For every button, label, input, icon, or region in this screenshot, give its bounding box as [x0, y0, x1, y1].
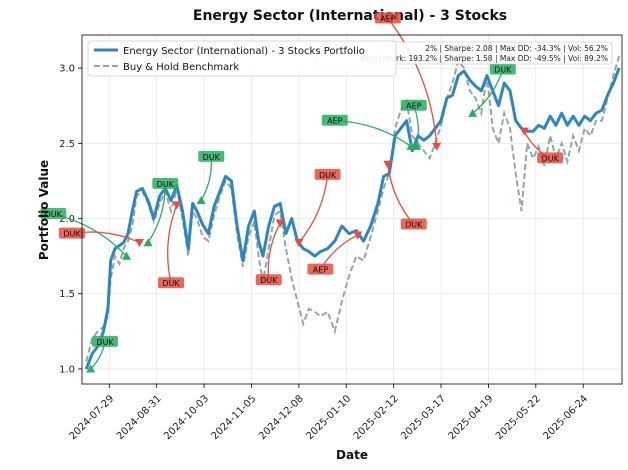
x-axis-label: Date — [336, 448, 368, 462]
trade-label: AEP — [380, 14, 396, 23]
trade-arrow — [167, 204, 178, 284]
trade-label-box — [314, 168, 341, 180]
y-tick-label: 3.0 — [59, 64, 75, 75]
trade-label: AEP — [327, 117, 343, 126]
y-tick-label: 2.0 — [59, 214, 75, 225]
sell-marker — [172, 201, 182, 210]
trade-label-box — [91, 335, 118, 347]
trade-label: DUK — [157, 180, 175, 189]
trade-label-box — [58, 227, 85, 239]
trade-label: DUK — [203, 153, 221, 162]
legend: Energy Sector (International) - 3 Stocks… — [87, 40, 397, 77]
stats-benchmark: Benchmark: 193.2% | Sharpe: 1.58 | Max D… — [361, 54, 608, 63]
buy-marker — [412, 141, 422, 150]
trade-label: AEP — [406, 102, 422, 111]
x-tick-label: 2025-06-24 — [541, 393, 590, 442]
trade-label: DUK — [405, 221, 423, 230]
trade-label: DUK — [96, 338, 114, 347]
x-axis: 2024-07-292024-08-312024-10-032024-11-05… — [67, 384, 590, 442]
buy-marker — [406, 141, 416, 150]
y-axis-label: Portfolio Value — [37, 160, 51, 260]
trade-label: DUK — [494, 66, 512, 75]
legend-benchmark-label: Buy & Hold Benchmark — [123, 62, 239, 73]
benchmark-line — [85, 55, 621, 362]
x-tick-label: 2024-08-31 — [115, 393, 164, 442]
trade-label-box — [255, 274, 282, 286]
trade-label-box — [537, 152, 564, 164]
trade-arrow — [298, 174, 329, 244]
trade-label-box — [152, 177, 179, 189]
trade-label-box — [158, 277, 185, 289]
x-tick-label: 2024-10-03 — [162, 393, 211, 442]
sell-marker — [519, 127, 529, 136]
x-tick-label: 2024-07-29 — [67, 393, 116, 442]
stats-portfolio: 2% | Sharpe: 2.08 | Max DD: -34.3% | Vol… — [425, 44, 608, 53]
trade-arrow — [147, 183, 166, 243]
trade-labels: DUK DUK DUK DUK DUK DUK DUK DUK AEP DUK AEP AEP AEP D… — [40, 12, 564, 347]
y-tick-label: 1.5 — [59, 289, 75, 300]
trade-arrow — [387, 164, 415, 225]
trade-label-box — [307, 263, 334, 275]
sell-marker — [353, 231, 363, 240]
trade-label: DUK — [63, 230, 81, 239]
series-lines — [84, 55, 621, 370]
trade-arrow — [267, 222, 281, 281]
trade-label: DUK — [45, 210, 63, 219]
sell-marker — [294, 238, 304, 248]
x-tick-label: 2025-05-22 — [494, 393, 543, 442]
trade-label-box — [374, 12, 401, 24]
trade-label-box — [198, 150, 225, 162]
trade-arrow — [387, 18, 438, 147]
legend-portfolio-label: Energy Sector (International) - 3 Stocks… — [123, 46, 365, 57]
chart-title: Energy Sector (International) - 3 Stocks — [193, 8, 507, 24]
y-tick-label: 2.5 — [59, 139, 75, 150]
buy-marker — [86, 364, 96, 373]
trade-label-box — [489, 63, 516, 75]
buy-marker — [468, 108, 478, 117]
sell-marker — [383, 160, 393, 169]
trade-label: DUK — [319, 171, 337, 180]
plot-frame — [81, 34, 623, 385]
grid-lines — [82, 35, 622, 384]
sell-marker — [432, 142, 442, 151]
trade-label-box — [40, 208, 67, 220]
buy-marker — [143, 238, 153, 247]
x-tick-label: 2025-02-12 — [352, 393, 401, 442]
y-tick-label: 1.0 — [59, 364, 75, 375]
trade-arrow — [200, 156, 213, 201]
x-tick-label: 2025-03-17 — [399, 393, 448, 442]
trade-label-box — [400, 99, 427, 111]
trade-label: DUK — [162, 279, 180, 288]
x-tick-label: 2025-04-19 — [447, 393, 496, 442]
buy-marker — [122, 251, 132, 260]
trade-label: DUK — [542, 154, 560, 163]
buy-marker — [196, 195, 206, 205]
y-axis: 1.0 1.5 2.0 2.5 3.0 — [59, 64, 82, 375]
x-tick-label: 2025-01-10 — [304, 393, 353, 442]
trade-markers — [86, 108, 529, 373]
portfolio-line — [84, 67, 621, 370]
sell-marker — [275, 219, 285, 228]
trade-label: DUK — [260, 276, 278, 285]
x-tick-label: 2024-11-05 — [210, 393, 259, 442]
x-tick-label: 2024-12-08 — [257, 393, 306, 442]
trade-label-box — [400, 218, 427, 230]
trade-label-box — [321, 114, 348, 126]
trade-label: AEP — [313, 266, 329, 275]
sell-marker — [134, 238, 144, 248]
